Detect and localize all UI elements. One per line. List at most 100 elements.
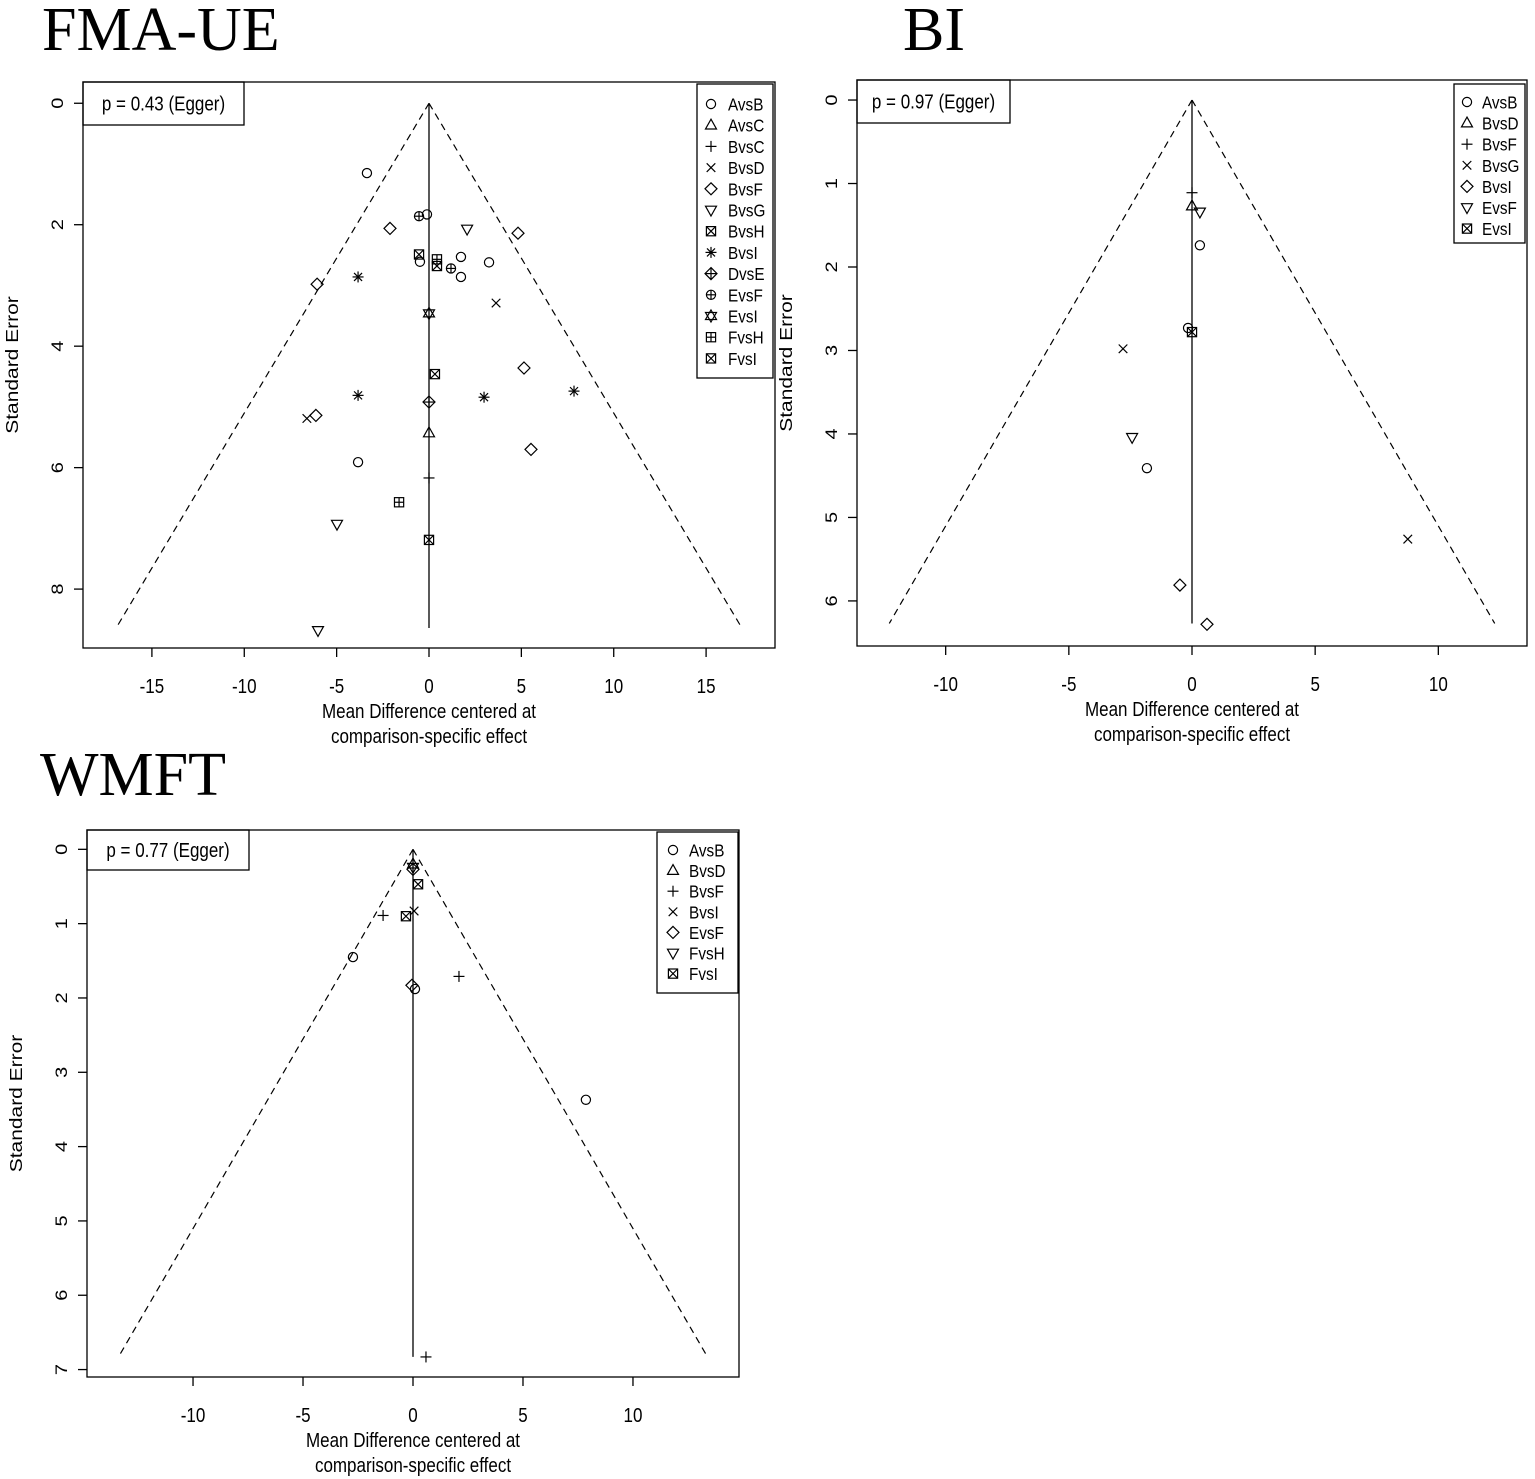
- x-tick-label: 0: [1187, 673, 1196, 696]
- marker-stroke: [668, 907, 678, 917]
- legend-item-bvsd: BvsD: [1460, 113, 1519, 134]
- cross-marker-icon: [668, 907, 678, 917]
- triangle-up-marker-icon: [666, 863, 680, 876]
- marker-stroke: [1118, 344, 1128, 354]
- y-tick-label: 6: [821, 595, 840, 606]
- marker-outline: [1185, 198, 1199, 211]
- series-bvsf: [377, 909, 465, 1363]
- marker-outline: [511, 226, 525, 241]
- egger-test-label: p = 0.77 (Egger): [106, 839, 229, 862]
- asterisk-marker-icon: [705, 246, 717, 258]
- data-point-evsf: [405, 978, 419, 993]
- legend-label: EvsF: [689, 923, 724, 943]
- marker-outline: [704, 205, 718, 218]
- legend-item-avsb: AvsB: [667, 840, 724, 861]
- legend-label: AvsB: [728, 94, 763, 114]
- data-point-fvsi: [431, 260, 443, 272]
- x-axis-title: comparison-specific effect: [1094, 723, 1291, 746]
- legend-label: AvsB: [1482, 92, 1517, 112]
- data-point-evsi: [422, 306, 436, 321]
- marker-stroke: [429, 369, 440, 380]
- series-bvsf: [309, 221, 538, 457]
- legend-label: AvsC: [728, 116, 764, 136]
- data-point-evsf: [413, 211, 425, 222]
- legend-item-bvsc: BvsC: [705, 137, 765, 157]
- series-bvsh: [413, 249, 425, 260]
- data-point-avsb: [352, 456, 364, 468]
- legend-item-avsb: AvsB: [1461, 92, 1517, 113]
- data-point-bvsg: [460, 224, 474, 237]
- series-evsi: [422, 306, 436, 321]
- data-point-evsf: [445, 263, 457, 274]
- data-point-bvsi: [352, 271, 364, 283]
- series-fvsh: [406, 862, 420, 875]
- circle-plus-marker-icon: [705, 289, 717, 300]
- data-point-avsb: [421, 209, 433, 220]
- marker-stroke: [414, 249, 425, 260]
- series-fvsh: [393, 254, 443, 508]
- x-tick-label: 5: [518, 1404, 527, 1427]
- marker-outline: [460, 224, 474, 237]
- y-tick-label: 6: [51, 1290, 70, 1301]
- data-point-fvsh: [431, 254, 443, 265]
- funnel-right-limit-line: [412, 849, 708, 1358]
- marker-outline: [666, 925, 680, 940]
- legend-item-fvsh: FvsH: [666, 943, 725, 964]
- square-cross-marker-icon: [705, 353, 717, 364]
- data-point-bvsf: [511, 226, 525, 241]
- marker-stroke: [705, 353, 717, 364]
- legend: AvsBAvsCBvsCBvsDBvsFBvsGBvsHBvsIDvsEEvsF…: [696, 83, 774, 379]
- legend-item-fvsi: FvsI: [667, 964, 718, 984]
- marker-outline: [1186, 326, 1198, 338]
- square-cross-marker-icon: [1461, 223, 1473, 234]
- marker-outline: [421, 209, 433, 220]
- marker-stroke: [409, 906, 419, 916]
- series-bvsi: [409, 906, 419, 916]
- data-point-bvsf: [377, 909, 389, 921]
- marker-stroke: [667, 968, 679, 979]
- data-point-bvsf: [517, 361, 531, 375]
- data-point-avsb: [455, 251, 467, 263]
- y-tick-label: 8: [47, 584, 66, 595]
- y-axis-title: Standard Error: [6, 1034, 26, 1172]
- legend-label: BvsI: [1482, 177, 1512, 197]
- diamond-marker-icon: [704, 181, 718, 196]
- legend-item-bvsi: BvsI: [1460, 177, 1512, 197]
- legend-label: DvsE: [728, 264, 765, 284]
- y-tick-label: 4: [47, 341, 66, 352]
- hexagram-marker-icon: [704, 308, 718, 324]
- data-point-fvsh: [393, 497, 405, 508]
- marker-outline: [455, 251, 467, 263]
- marker-outline: [667, 844, 679, 856]
- data-point-bvsi: [1173, 578, 1187, 592]
- data-point-bvsi: [568, 385, 580, 397]
- egger-test-box: [856, 79, 1011, 124]
- circle-marker-icon: [667, 844, 679, 856]
- data-point-avsb: [361, 167, 373, 179]
- data-point-evsf: [1125, 432, 1139, 445]
- series-bvsi: [352, 271, 580, 403]
- legend-label: BvsD: [689, 861, 726, 881]
- data-point-bvsc: [423, 472, 435, 484]
- egger-test-box: [86, 829, 250, 871]
- square-cross-marker-icon: [705, 226, 717, 237]
- series-evsf: [1125, 207, 1207, 445]
- legend-item-avsb: AvsB: [705, 94, 763, 115]
- x-tick-label: 10: [1429, 673, 1448, 696]
- data-point-fvsi: [400, 911, 412, 922]
- series-evsi: [1186, 326, 1198, 338]
- marker-outline: [666, 948, 680, 961]
- y-tick-label: 2: [47, 219, 66, 230]
- marker-outline: [666, 863, 680, 876]
- data-point-bvsi: [352, 389, 364, 401]
- marker-stroke: [353, 272, 363, 282]
- marker-stroke: [706, 162, 716, 173]
- y-axis-title: Standard Error: [776, 294, 796, 432]
- marker-outline: [423, 534, 435, 546]
- x-axis-title: Mean Difference centered at: [306, 1429, 521, 1452]
- marker-stroke: [569, 386, 579, 396]
- data-point-avsb: [414, 256, 426, 267]
- marker-outline: [1461, 223, 1473, 234]
- legend-label: BvsD: [728, 158, 765, 178]
- data-point-fvsi: [429, 368, 441, 380]
